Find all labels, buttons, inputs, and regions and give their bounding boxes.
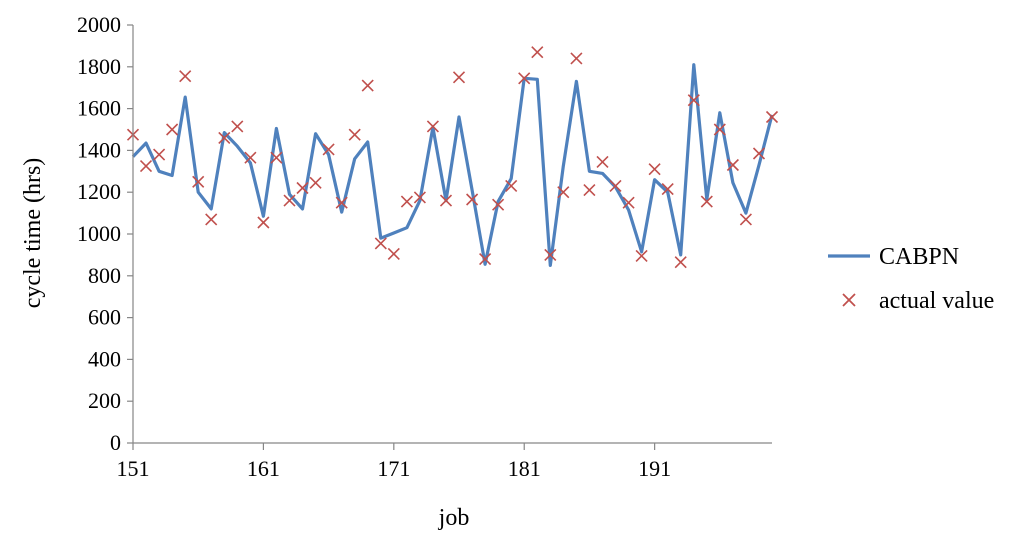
actual-value-point [661,183,674,196]
actual-value-point [700,195,713,208]
legend: CABPN actual value [828,244,994,314]
actual-value-point [153,148,166,161]
actual-value-point [544,248,557,261]
actual-value-point [752,147,766,160]
actual-value-point [492,198,505,211]
x-tick-label: 151 [117,456,150,481]
actual-value-point [387,247,400,260]
actual-value-point [570,52,583,65]
actual-value-point [335,196,348,209]
plot-area [126,46,779,269]
x-tick-label: 181 [508,456,541,481]
x-tick-label: 191 [638,456,671,481]
y-tick-label: 200 [88,388,121,413]
y-tick-label: 1400 [77,137,121,162]
actual-value-point [439,194,453,207]
actual-value-point [322,143,335,156]
actual-value-point [296,181,309,195]
actual-value-point [687,94,700,107]
actual-value-point [726,158,739,172]
y-tick-label: 1200 [77,179,121,204]
legend-actual-label: actual value [879,288,994,314]
actual-value-point [309,176,322,189]
y-tick-label: 2000 [77,12,121,37]
actual-value-point [739,213,752,226]
actual-value-point [609,179,622,192]
actual-value-point [179,70,192,83]
actual-value-point [374,237,387,250]
actual-value-point [713,123,726,136]
y-tick-label: 1600 [77,96,121,121]
actual-value-point [139,160,153,173]
x-axis-label: job [438,505,470,531]
x-tick-label: 161 [247,456,280,481]
legend-actual-swatch [842,293,856,307]
actual-value-point [505,179,518,192]
actual-value-point [218,131,231,144]
actual-value-point [231,120,244,133]
actual-value-point [518,72,531,85]
x-tick-label: 171 [377,456,410,481]
y-tick-label: 0 [110,430,121,455]
actual-value-point [674,256,687,269]
series-cabpn-line [131,63,774,267]
actual-value-point [622,196,635,209]
y-tick-label: 1000 [77,221,121,246]
actual-value-point [635,249,648,262]
legend-cabpn-label: CABPN [879,244,959,270]
actual-value-point [557,186,570,199]
actual-value-point [400,195,413,208]
actual-value-point [361,79,374,92]
y-axis: 0 200 400 600 800 1000 1200 1400 1600 1800 2000 [77,12,134,455]
y-tick-label: 800 [88,263,121,288]
actual-value-point [166,123,179,136]
actual-value-point [192,175,205,188]
actual-value-point [531,46,544,59]
x-axis: 151 161 171 181 191 [117,442,772,481]
y-tick-label: 1800 [77,54,121,79]
actual-value-point [270,151,283,164]
actual-value-point [257,216,270,229]
actual-value-point [479,253,492,266]
y-axis-label: cycle time (hrs) [20,158,46,309]
actual-value-point [466,193,479,206]
y-tick-label: 600 [88,305,121,330]
actual-value-point [596,155,609,168]
actual-value-point [205,213,218,226]
actual-value-point [348,128,361,141]
y-tick-label: 400 [88,346,121,371]
actual-value-point [648,163,661,176]
actual-value-point [583,184,596,197]
actual-value-point [452,71,466,84]
actual-value-point [283,194,296,207]
actual-value-point [765,110,779,124]
actual-value-point [244,151,257,164]
actual-value-point [413,191,426,204]
actual-value-point [426,120,439,133]
